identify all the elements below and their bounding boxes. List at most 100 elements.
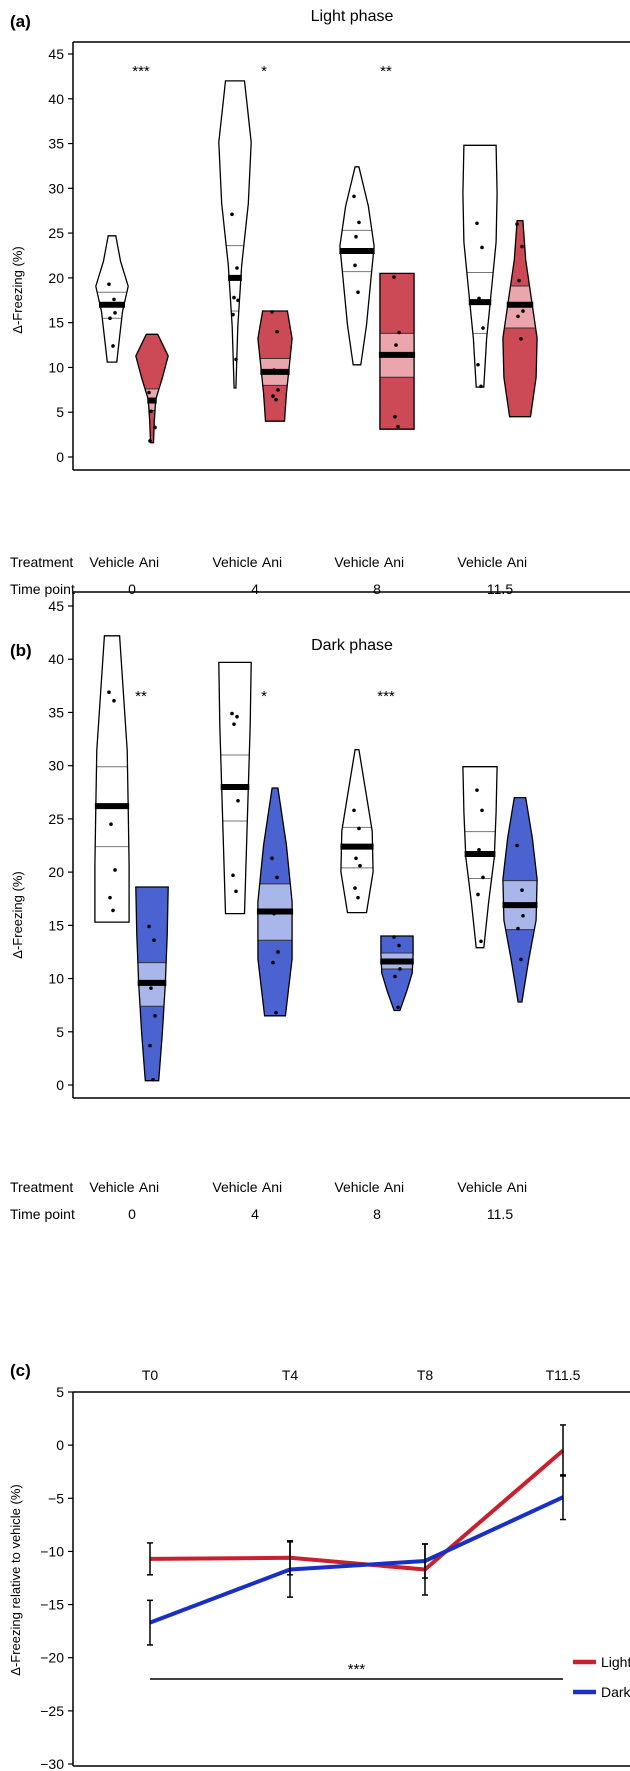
panel-b-treatment-label-ani: Ani — [507, 1179, 527, 1195]
panel-b-vehicle-violin-outline — [340, 749, 374, 914]
panel-a-ani-violin-data-point — [153, 425, 157, 430]
panel-b-y-tick-label: 40 — [48, 651, 64, 667]
panel-a-ani-violin-data-point — [274, 397, 278, 402]
panel-b-vehicle-violin-data-point — [352, 808, 356, 813]
panel-b-vehicle-violin-data-point — [107, 690, 111, 695]
panel-a-ani-violin-data-point — [147, 390, 151, 395]
panel-a-treatment-label-vehicle: Vehicle — [89, 554, 134, 570]
panel-b-vehicle-violin-data-point — [112, 698, 116, 703]
panel-c-x-tick-label: T8 — [417, 1367, 434, 1383]
panel-b-ani-violin-data-point — [276, 950, 280, 954]
panel-c-legend-dark-label: Dark — [601, 1684, 630, 1700]
panel-b-ani-violin-data-point — [274, 1010, 278, 1015]
panel-b-vehicle-violin-data-point — [236, 798, 240, 803]
panel-a-ani-violin-data-point — [152, 397, 156, 402]
panel-a-y-axis-label: Δ-Freezing (%) — [10, 246, 25, 333]
panel-b-timepoint-label: 4 — [251, 1206, 259, 1222]
panel-b-ani-violin-data-point — [393, 974, 397, 979]
panel-c-relative-line-chart: (c) Δ-Freezing relative to vehicle (%) 5… — [8, 1361, 630, 1771]
panel-b-vehicle-violin-data-point — [357, 826, 361, 831]
panel-a-ani-violin-data-point — [271, 394, 275, 398]
panel-b-treatment-label-ani: Ani — [384, 1179, 404, 1195]
panel-a-ani-violin-data-point — [270, 310, 274, 314]
panel-b-ani-violin-data-point — [275, 875, 279, 880]
panel-a-ani-violin-outline — [257, 310, 293, 422]
panel-b-ani-violin-outline — [135, 886, 169, 1082]
panel-a-ani-violin-data-point — [398, 352, 402, 356]
panel-a-treatment-row-label: Treatment — [10, 554, 73, 570]
panel-b-ani-violin-data-point — [149, 986, 153, 990]
panel-b-vehicle-violin-data-point — [235, 714, 239, 719]
panel-b-vehicle-violin-data-point — [108, 895, 112, 900]
panel-a-vehicle-violin-data-point — [234, 357, 238, 362]
panel-a-title: Light phase — [311, 8, 394, 25]
panel-a-vehicle-violin-data-point — [231, 312, 235, 317]
panel-b-ani-violin-data-point — [517, 904, 521, 908]
panel-a-vehicle-violin-data-point — [353, 263, 357, 268]
panel-b-ani-violin-body — [380, 936, 414, 1011]
panel-a-ani-violin-data-point — [517, 278, 521, 283]
panel-a-ani-violin-data-point — [393, 414, 397, 419]
panel-a-treatment-label-vehicle: Vehicle — [334, 554, 379, 570]
panel-b-ani-violin-data-point — [152, 938, 156, 943]
panel-b-y-tick-label: 25 — [48, 811, 64, 827]
panel-a-vehicle-violin-body — [218, 80, 252, 389]
panel-a-vehicle-violin-outline — [95, 235, 129, 363]
panel-label-a: (a) — [10, 12, 31, 31]
panel-b-vehicle-violin-data-point — [113, 868, 117, 872]
panel-a-light-phase: (a) Light phase Δ-Freezing (%) Treatment… — [10, 8, 630, 597]
panel-b-ani-violin-data-point — [516, 926, 520, 931]
panel-a-vehicle-violin-data-point — [111, 344, 115, 348]
panel-c-y-tick-label: −5 — [48, 1490, 64, 1506]
panel-a-vehicle-violin-body — [95, 235, 129, 363]
panel-a-ani-violin-data-point — [397, 330, 401, 335]
panel-a-y-tick-label: 45 — [48, 46, 64, 62]
panel-a-ani-violin-data-point — [519, 336, 523, 341]
panel-b-vehicle-violin-data-point — [356, 895, 360, 900]
panel-b-vehicle-violin-data-point — [234, 889, 238, 894]
panel-a-vehicle-violin-data-point — [113, 311, 117, 315]
panel-a-vehicle-violin-data-point — [107, 282, 111, 286]
panel-a-ani-violin-data-point — [515, 222, 519, 226]
panel-b-vehicle-violin-data-point — [230, 711, 234, 716]
panel-b-vehicle-violin-body — [94, 635, 130, 923]
panel-b-treatment-label-vehicle: Vehicle — [457, 1179, 502, 1195]
panel-a-y-tick-label: 25 — [48, 225, 64, 241]
panel-a-y-tick-label: 35 — [48, 136, 64, 152]
panel-a-ani-violin-data-point — [394, 343, 398, 347]
panel-b-y-axis-label: Δ-Freezing (%) — [10, 871, 25, 958]
panel-a-ani-violin-data-point — [520, 244, 524, 249]
panel-b-y-tick-label: 5 — [56, 1024, 64, 1040]
panel-c-x-tick-label: T4 — [282, 1367, 299, 1383]
panel-b-vehicle-violin-outline — [218, 661, 252, 915]
panel-a-vehicle-violin-data-point — [235, 266, 239, 270]
panel-b-ani-violin-outline — [502, 796, 538, 1003]
panel-b-ani-violin-data-point — [520, 888, 524, 893]
panel-a-significance-marker: *** — [132, 63, 150, 80]
panel-b-treatment-label-ani: Ani — [262, 1179, 282, 1195]
panel-a-vehicle-violin-body — [462, 145, 498, 388]
panel-b-ani-violin-data-point — [515, 843, 519, 848]
panel-a-vehicle-violin-data-point — [230, 212, 234, 217]
panel-b-ani-violin-data-point — [392, 935, 396, 939]
panel-c-y-tick-label: −15 — [40, 1597, 64, 1613]
panel-c-y-tick-label: −20 — [40, 1650, 64, 1666]
panel-b-vehicle-violin-data-point — [111, 908, 115, 913]
panel-a-treatment-label-vehicle: Vehicle — [212, 554, 257, 570]
panel-b-ani-violin-data-point — [519, 957, 523, 962]
panel-c-y-tick-label: 0 — [56, 1437, 64, 1453]
panel-b-vehicle-violin-data-point — [479, 939, 483, 944]
panel-a-vehicle-violin-data-point — [357, 220, 361, 225]
panel-a-y-tick-label: 30 — [48, 180, 64, 196]
panel-a-ani-violin-data-point — [148, 439, 152, 443]
panel-a-treatment-label-ani: Ani — [139, 554, 159, 570]
panel-a-vehicle-violin-data-point — [480, 245, 484, 250]
panel-b-vehicle-violin-data-point — [358, 863, 362, 868]
panel-b-ani-violin-data-point — [397, 943, 401, 948]
panel-a-ani-violin-data-point — [272, 368, 276, 372]
panel-b-timepoint-row-label: Time point — [10, 1206, 75, 1222]
panel-b-y-tick-label: 15 — [48, 917, 64, 933]
panel-a-ani-violin-outline — [502, 219, 538, 418]
panel-b-ani-violin-data-point — [147, 924, 151, 929]
